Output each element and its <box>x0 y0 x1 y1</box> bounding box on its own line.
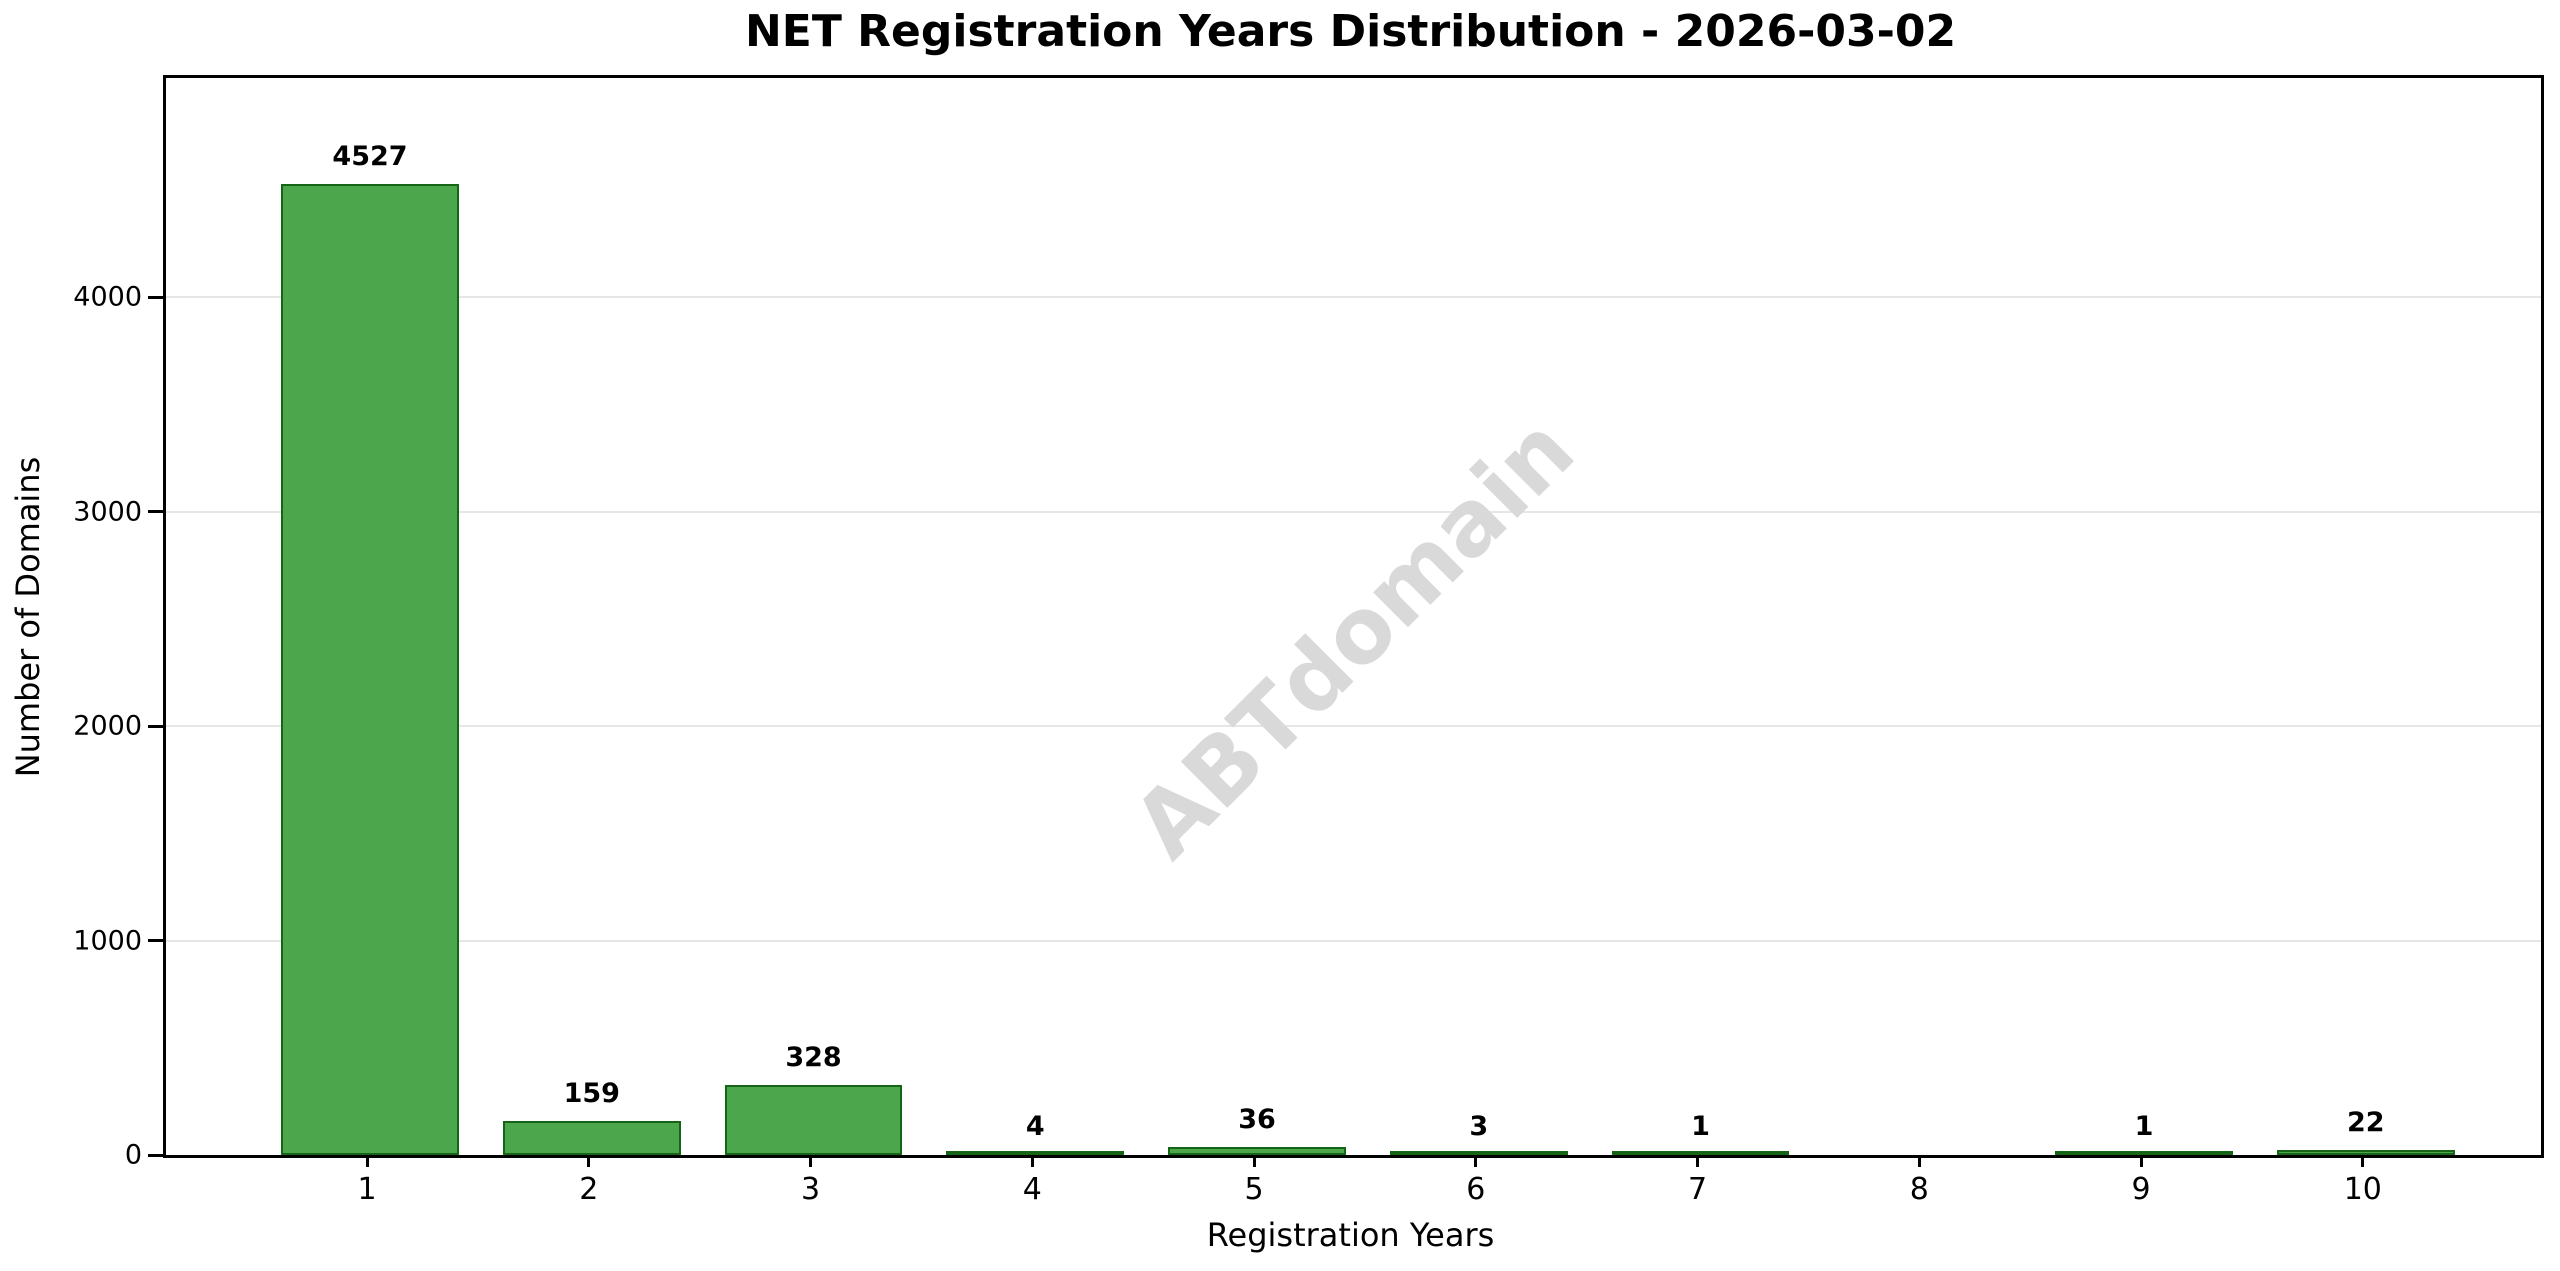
gridline <box>166 725 2541 728</box>
gridline <box>166 296 2541 299</box>
x-tick-label: 6 <box>1466 1172 1486 1207</box>
y-tick-label: 2000 <box>73 710 142 742</box>
gridline <box>166 510 2541 513</box>
bar <box>502 1121 681 1155</box>
bar-value-label: 3 <box>1469 1111 1489 1142</box>
x-tick-mark <box>2361 1155 2365 1167</box>
bar-value-label: 22 <box>2346 1107 2385 1138</box>
y-tick-mark <box>148 724 163 728</box>
x-tick-label: 9 <box>2131 1172 2151 1207</box>
chart-title: NET Registration Years Distribution - 20… <box>744 6 1957 57</box>
bar-value-label: 328 <box>785 1042 842 1073</box>
bar-value-label: 36 <box>1238 1104 1276 1135</box>
y-tick-mark <box>148 510 163 513</box>
x-tick-mark <box>587 1155 591 1167</box>
bar-value-label: 4527 <box>332 141 408 172</box>
plot-area: ABTdomain 4527 159 328 4 36 3 1 1 22 <box>163 75 2544 1158</box>
y-tick-label: 1000 <box>73 925 142 956</box>
bar <box>2055 1151 2233 1155</box>
bar <box>1168 1147 1346 1155</box>
x-tick-label: 4 <box>1022 1172 1042 1207</box>
x-axis-label: Registration Years <box>1206 1216 1495 1254</box>
x-tick-mark <box>1252 1155 1256 1167</box>
bar-value-label: 4 <box>1025 1111 1045 1142</box>
bar <box>946 1151 1125 1155</box>
x-tick-label: 8 <box>1909 1172 1929 1207</box>
bar <box>724 1085 903 1155</box>
x-tick-mark <box>1030 1155 1034 1167</box>
x-tick-label: 2 <box>579 1172 599 1207</box>
gridline <box>166 939 2541 942</box>
bar <box>1611 1151 1790 1155</box>
y-tick-label: 4000 <box>73 281 142 313</box>
y-tick-label: 3000 <box>73 496 142 527</box>
x-tick-label: 10 <box>2343 1172 2382 1207</box>
x-tick-label: 5 <box>1244 1172 1264 1207</box>
x-tick-mark <box>2139 1155 2143 1167</box>
x-tick-label: 1 <box>357 1172 377 1207</box>
x-tick-mark <box>809 1155 813 1167</box>
bar <box>2276 1150 2455 1155</box>
y-tick-mark <box>148 1153 163 1157</box>
bar-value-label: 159 <box>563 1078 620 1109</box>
bar-value-label: 1 <box>1691 1111 1710 1142</box>
x-tick-mark <box>1696 1155 1700 1167</box>
x-tick-mark <box>1917 1155 1921 1167</box>
watermark-text: ABTdomain <box>1112 397 1595 879</box>
bar <box>281 184 459 1155</box>
y-tick-mark <box>148 939 163 942</box>
y-tick-mark <box>148 295 163 299</box>
y-tick-label: 0 <box>124 1139 142 1171</box>
x-tick-mark <box>365 1155 369 1167</box>
bar-value-label: 1 <box>2134 1111 2154 1142</box>
y-axis-label: Number of Domains <box>9 456 47 778</box>
x-tick-mark <box>1474 1155 1478 1167</box>
x-tick-label: 7 <box>1687 1172 1708 1207</box>
bar <box>1389 1151 1568 1155</box>
x-tick-label: 3 <box>800 1172 821 1207</box>
